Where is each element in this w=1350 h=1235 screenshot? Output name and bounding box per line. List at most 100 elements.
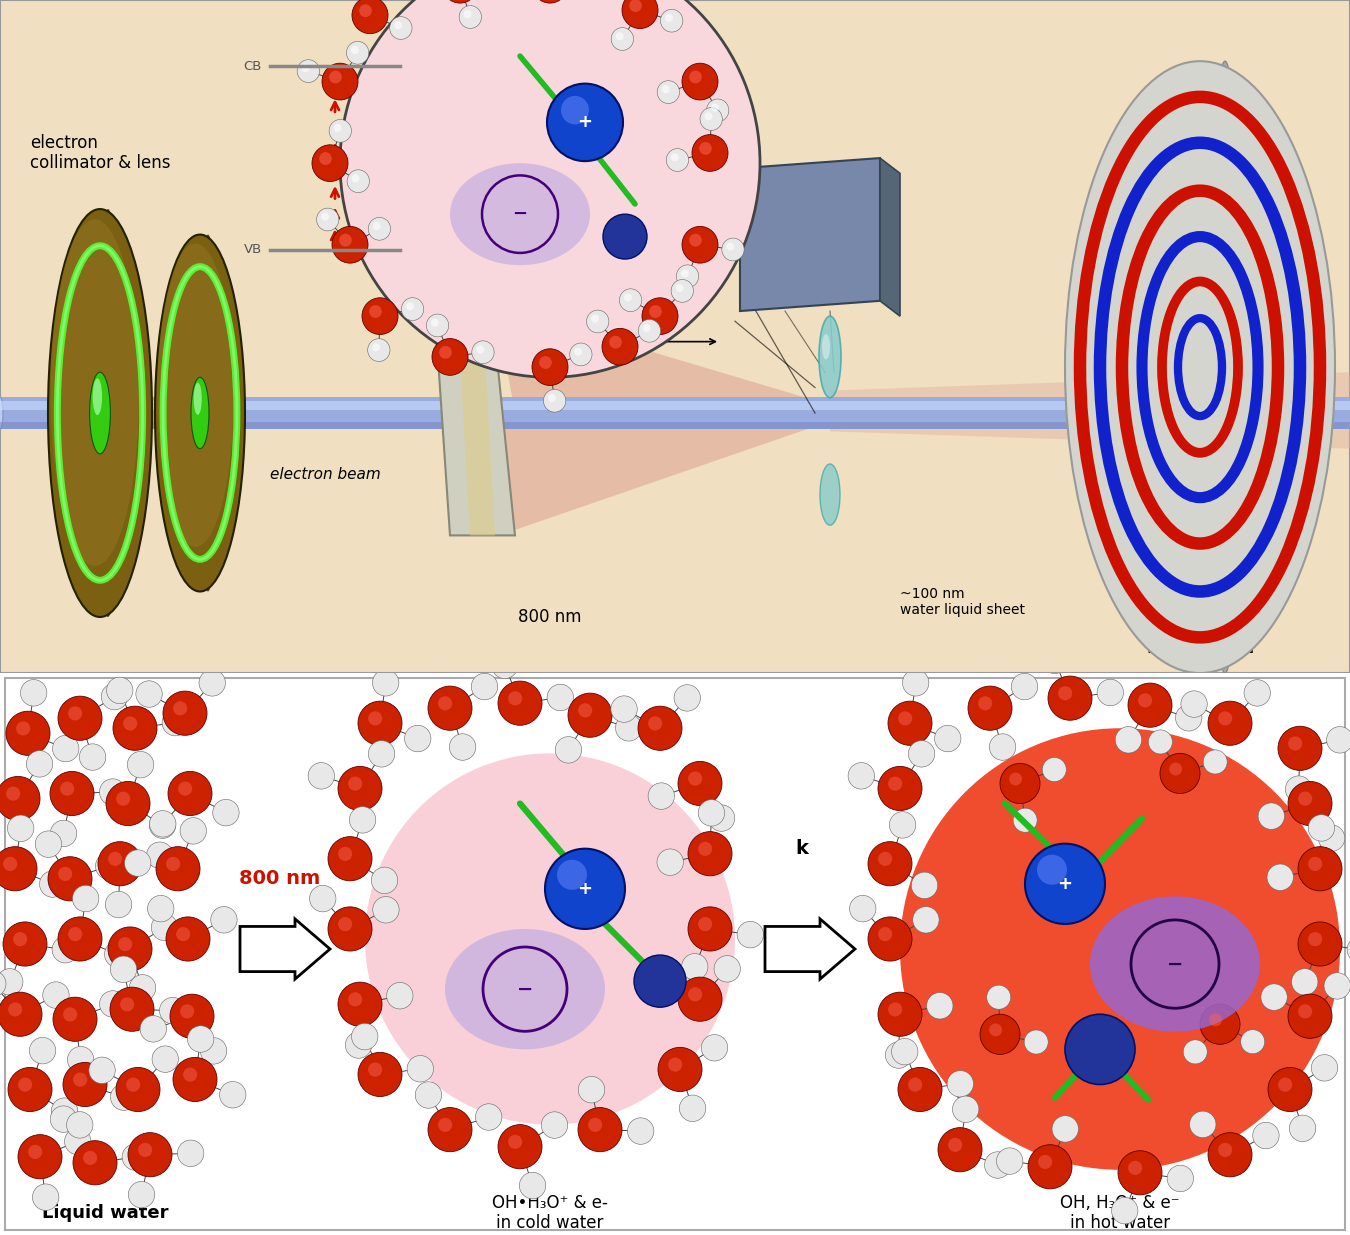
Circle shape <box>688 831 732 876</box>
Circle shape <box>701 1035 728 1061</box>
Circle shape <box>1037 855 1066 884</box>
Circle shape <box>166 857 180 871</box>
Circle shape <box>352 0 387 33</box>
Circle shape <box>1058 687 1072 700</box>
Circle shape <box>51 1098 78 1124</box>
Circle shape <box>14 932 27 946</box>
Circle shape <box>358 1052 402 1097</box>
Circle shape <box>439 346 452 359</box>
Circle shape <box>678 977 722 1021</box>
Circle shape <box>439 697 452 710</box>
Circle shape <box>648 783 675 809</box>
Circle shape <box>312 144 348 182</box>
Circle shape <box>113 706 157 751</box>
Circle shape <box>301 64 309 73</box>
Circle shape <box>297 59 320 83</box>
Circle shape <box>648 716 663 730</box>
Circle shape <box>1288 782 1332 825</box>
Circle shape <box>332 226 369 263</box>
Ellipse shape <box>822 333 830 359</box>
Circle shape <box>7 787 20 800</box>
Circle shape <box>674 684 701 711</box>
Circle shape <box>8 1003 22 1016</box>
Ellipse shape <box>95 209 122 618</box>
Circle shape <box>180 818 207 845</box>
Circle shape <box>688 906 732 951</box>
Circle shape <box>675 284 683 293</box>
Circle shape <box>53 735 78 762</box>
Circle shape <box>688 987 702 1002</box>
Circle shape <box>699 142 711 154</box>
Circle shape <box>358 701 402 746</box>
Ellipse shape <box>157 243 234 547</box>
Circle shape <box>100 990 126 1018</box>
Text: CB: CB <box>243 59 262 73</box>
Circle shape <box>1289 1115 1316 1141</box>
Circle shape <box>450 734 475 761</box>
Circle shape <box>371 867 398 894</box>
Circle shape <box>340 0 760 378</box>
Circle shape <box>898 1067 942 1112</box>
Circle shape <box>849 895 876 921</box>
Circle shape <box>101 683 128 710</box>
Circle shape <box>676 264 699 288</box>
Circle shape <box>1308 932 1322 946</box>
Circle shape <box>562 96 589 125</box>
Circle shape <box>176 927 190 941</box>
Circle shape <box>18 1078 32 1092</box>
Circle shape <box>116 792 130 805</box>
Polygon shape <box>455 270 495 536</box>
Circle shape <box>108 852 123 866</box>
Text: +: + <box>1057 874 1072 893</box>
Circle shape <box>868 916 913 961</box>
Circle shape <box>351 1024 378 1050</box>
Circle shape <box>428 687 472 730</box>
Circle shape <box>498 682 541 725</box>
Circle shape <box>68 1046 94 1073</box>
FancyArrow shape <box>240 919 329 979</box>
Ellipse shape <box>197 235 219 592</box>
Circle shape <box>1285 776 1312 803</box>
Text: electron beam: electron beam <box>270 467 381 482</box>
Circle shape <box>1210 1014 1222 1026</box>
Circle shape <box>369 1062 382 1077</box>
Circle shape <box>471 673 498 700</box>
Circle shape <box>1042 647 1068 673</box>
Circle shape <box>333 124 342 132</box>
Circle shape <box>649 305 662 317</box>
Circle shape <box>878 852 892 866</box>
Text: Diffraction: Diffraction <box>1146 638 1254 657</box>
Circle shape <box>173 701 188 715</box>
Circle shape <box>578 703 593 718</box>
Circle shape <box>706 99 729 122</box>
Circle shape <box>886 1042 911 1068</box>
Circle shape <box>1292 968 1318 995</box>
Circle shape <box>616 715 641 741</box>
Circle shape <box>948 1137 963 1152</box>
Circle shape <box>671 279 694 303</box>
Circle shape <box>616 32 624 41</box>
Circle shape <box>671 153 679 162</box>
Circle shape <box>979 697 992 710</box>
Circle shape <box>30 1037 55 1063</box>
Circle shape <box>539 356 552 369</box>
Circle shape <box>668 1057 682 1072</box>
Circle shape <box>1012 808 1037 832</box>
Ellipse shape <box>93 378 103 415</box>
Circle shape <box>913 906 940 934</box>
Circle shape <box>16 721 30 736</box>
Circle shape <box>980 1014 1021 1055</box>
Circle shape <box>1218 711 1233 725</box>
Circle shape <box>990 1024 1002 1036</box>
Circle shape <box>558 860 587 889</box>
Circle shape <box>339 233 352 247</box>
Circle shape <box>124 850 151 877</box>
Circle shape <box>68 706 82 720</box>
Circle shape <box>1268 1067 1312 1112</box>
Circle shape <box>8 815 34 841</box>
Circle shape <box>350 806 375 834</box>
Circle shape <box>984 1152 1011 1178</box>
Circle shape <box>173 1057 217 1102</box>
Circle shape <box>909 741 934 767</box>
Text: electron
collimator & lens: electron collimator & lens <box>30 133 170 173</box>
